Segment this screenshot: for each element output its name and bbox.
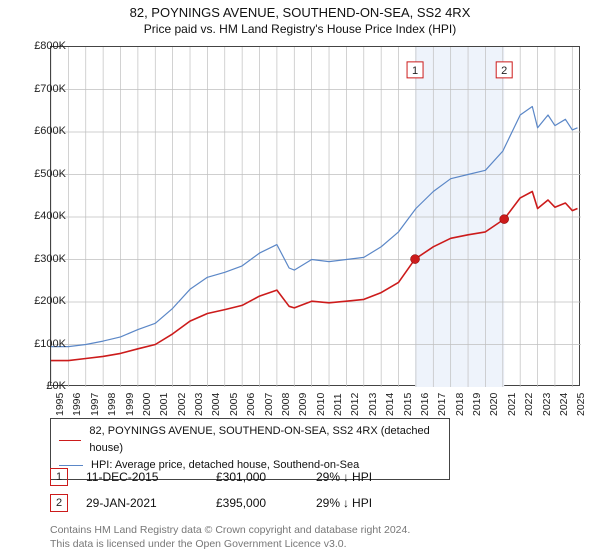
legend-swatch-property <box>59 440 81 441</box>
sale-row-2: 2 29-JAN-2021 £395,000 29%HPI <box>50 494 426 512</box>
y-tick-label: £0K <box>46 380 66 392</box>
x-tick-label: 2019 <box>471 393 483 416</box>
x-tick-label: 2021 <box>506 393 518 416</box>
y-tick-label: £300K <box>34 253 66 265</box>
x-tick-label: 2002 <box>176 393 188 416</box>
x-tick-label: 2024 <box>558 393 570 416</box>
sale-delta-1: 29%HPI <box>316 470 426 484</box>
sale-date-1: 11-DEC-2015 <box>86 470 216 484</box>
x-tick-label: 2017 <box>436 393 448 416</box>
sale-delta-2: 29%HPI <box>316 496 426 510</box>
x-tick-label: 1997 <box>89 393 101 416</box>
arrow-down-icon <box>340 470 352 484</box>
page-title: 82, POYNINGS AVENUE, SOUTHEND-ON-SEA, SS… <box>0 0 600 22</box>
x-tick-label: 2003 <box>193 393 205 416</box>
footer: Contains HM Land Registry data © Crown c… <box>50 523 410 551</box>
y-tick-label: £800K <box>34 40 66 52</box>
x-tick-label: 2014 <box>384 393 396 416</box>
sale-date-2: 29-JAN-2021 <box>86 496 216 510</box>
x-tick-label: 2020 <box>488 393 500 416</box>
sale-marker-1: 1 <box>50 468 68 486</box>
x-tick-label: 2023 <box>541 393 553 416</box>
x-tick-label: 1995 <box>54 393 66 416</box>
x-tick-label: 2001 <box>158 393 170 416</box>
footer-line-1: Contains HM Land Registry data © Crown c… <box>50 523 410 537</box>
legend-label-property: 82, POYNINGS AVENUE, SOUTHEND-ON-SEA, SS… <box>89 423 441 457</box>
y-tick-label: £500K <box>34 168 66 180</box>
legend-swatch-hpi <box>59 465 83 466</box>
footer-line-2: This data is licensed under the Open Gov… <box>50 537 410 551</box>
x-tick-label: 1999 <box>124 393 136 416</box>
x-tick-label: 2015 <box>402 393 414 416</box>
x-tick-label: 1998 <box>106 393 118 416</box>
x-tick-label: 2016 <box>419 393 431 416</box>
y-tick-label: £100K <box>34 338 66 350</box>
sale-price-2: £395,000 <box>216 496 316 510</box>
x-tick-label: 2008 <box>280 393 292 416</box>
y-tick-label: £400K <box>34 210 66 222</box>
legend-row-property: 82, POYNINGS AVENUE, SOUTHEND-ON-SEA, SS… <box>59 423 441 457</box>
y-tick-label: £600K <box>34 125 66 137</box>
x-tick-label: 2000 <box>141 393 153 416</box>
x-tick-label: 2025 <box>575 393 587 416</box>
x-tick-label: 2009 <box>297 393 309 416</box>
y-tick-label: £200K <box>34 295 66 307</box>
x-tick-label: 2004 <box>210 393 222 416</box>
chart-svg: 12 <box>51 47 581 387</box>
x-tick-label: 2012 <box>349 393 361 416</box>
x-tick-label: 2005 <box>228 393 240 416</box>
page-subtitle: Price paid vs. HM Land Registry's House … <box>0 22 600 40</box>
sale-row-1: 1 11-DEC-2015 £301,000 29%HPI <box>50 468 426 486</box>
x-tick-label: 2006 <box>245 393 257 416</box>
x-tick-label: 1996 <box>71 393 83 416</box>
y-tick-label: £700K <box>34 83 66 95</box>
x-tick-label: 2022 <box>523 393 535 416</box>
x-tick-label: 2007 <box>263 393 275 416</box>
chart-area: 12 <box>50 46 580 386</box>
x-tick-label: 2013 <box>367 393 379 416</box>
x-tick-label: 2011 <box>332 393 344 416</box>
x-tick-label: 2018 <box>454 393 466 416</box>
x-tick-label: 2010 <box>315 393 327 416</box>
svg-text:1: 1 <box>412 65 418 77</box>
sale-marker-2: 2 <box>50 494 68 512</box>
svg-text:2: 2 <box>501 65 507 77</box>
sale-price-1: £301,000 <box>216 470 316 484</box>
arrow-down-icon <box>340 496 352 510</box>
